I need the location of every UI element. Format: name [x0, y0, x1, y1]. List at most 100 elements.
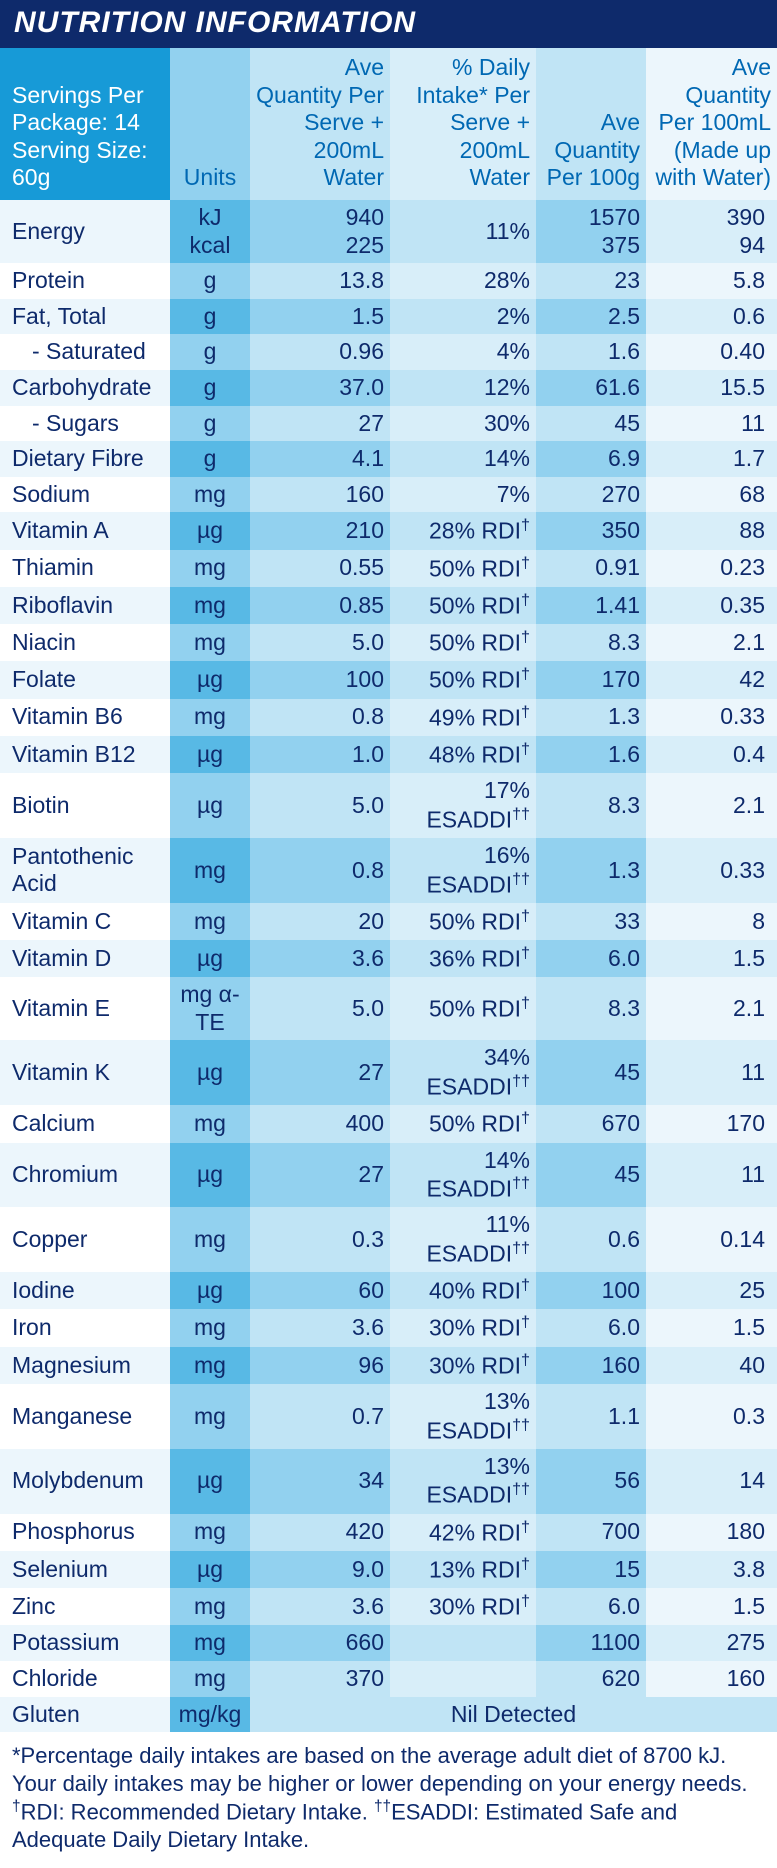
nutrient-name: Vitamin A	[0, 512, 170, 549]
nutrient-name: Chromium	[0, 1143, 170, 1208]
nutrient-unit: g	[170, 406, 250, 442]
table-row: Phosphorusmg42042% RDI†700180	[0, 1514, 777, 1551]
table-row: Carbohydrateg37.012%61.615.5	[0, 370, 777, 406]
per-serve-value: 5.0	[250, 773, 390, 838]
per-serve-value: 160	[250, 477, 390, 513]
nutrient-name: Iodine	[0, 1272, 170, 1309]
per-100ml-value: 8	[646, 903, 777, 940]
per-100ml-value: 11	[646, 406, 777, 442]
nutrient-name: Thiamin	[0, 550, 170, 587]
per-100ml-value: 0.14	[646, 1207, 777, 1272]
per-100g-value: 6.0	[536, 1588, 646, 1625]
daily-intake-value: 13% RDI†	[390, 1551, 536, 1588]
daily-intake-value: 17% ESADDI††	[390, 773, 536, 838]
per-100ml-value: 1.5	[646, 1588, 777, 1625]
table-row: Proteing13.828%235.8	[0, 263, 777, 299]
per-100ml-value: 170	[646, 1105, 777, 1142]
per-serve-value: 3.6	[250, 1309, 390, 1346]
table-row: Ironmg3.630% RDI†6.01.5	[0, 1309, 777, 1346]
table-row: - Saturatedg0.964%1.60.40	[0, 334, 777, 370]
nutrient-name: Copper	[0, 1207, 170, 1272]
per-100ml-value: 0.4	[646, 736, 777, 773]
per-serve-value: 0.7	[250, 1384, 390, 1449]
table-row: Glutenmg/kgNil Detected	[0, 1697, 777, 1733]
daily-intake-value: 2%	[390, 299, 536, 335]
nutrient-name: Biotin	[0, 773, 170, 838]
nutrient-unit: µg	[170, 1449, 250, 1514]
nutrition-panel: NUTRITION INFORMATION Servings Per Packa…	[0, 0, 777, 1868]
nutrient-unit: mg	[170, 1384, 250, 1449]
per-100ml-value: 14	[646, 1449, 777, 1514]
per-serve-value: 400	[250, 1105, 390, 1142]
nutrient-name: Molybdenum	[0, 1449, 170, 1514]
daily-intake-value: 40% RDI†	[390, 1272, 536, 1309]
nutrient-unit: kJkcal	[170, 200, 250, 263]
nutrient-name: Calcium	[0, 1105, 170, 1142]
nutrient-unit: mg	[170, 1309, 250, 1346]
per-100ml-value: 0.35	[646, 587, 777, 624]
table-body: EnergykJkcal94022511%157037539094Protein…	[0, 200, 777, 1732]
per-100g-value: 100	[536, 1272, 646, 1309]
per-serve-value: 27	[250, 1143, 390, 1208]
per-serve-value: 370	[250, 1661, 390, 1697]
per-100g-value: 0.6	[536, 1207, 646, 1272]
table-row: Vitamin Emg α-TE5.050% RDI†8.32.1	[0, 977, 777, 1040]
nutrient-name: - Saturated	[0, 334, 170, 370]
header-per-100g: Ave Quantity Per 100g	[536, 48, 646, 200]
daily-intake-value: 28% RDI†	[390, 512, 536, 549]
per-100ml-value: 5.8	[646, 263, 777, 299]
serving-size: Serving Size: 60g	[12, 137, 148, 191]
daily-intake-value: 28%	[390, 263, 536, 299]
daily-intake-value: 4%	[390, 334, 536, 370]
per-100ml-value: 0.6	[646, 299, 777, 335]
nutrient-unit: mg	[170, 587, 250, 624]
per-serve-value: 4.1	[250, 441, 390, 477]
per-100g-value: 6.9	[536, 441, 646, 477]
per-serve-value: 100	[250, 661, 390, 698]
per-100g-value: 2.5	[536, 299, 646, 335]
per-100g-value: 33	[536, 903, 646, 940]
nutrient-name: Vitamin K	[0, 1040, 170, 1105]
table-row: Vitamin Cmg2050% RDI†338	[0, 903, 777, 940]
per-serve-value: 5.0	[250, 624, 390, 661]
nutrient-unit: mg	[170, 477, 250, 513]
per-serve-value: 940225	[250, 200, 390, 263]
nutrient-unit: mg	[170, 1207, 250, 1272]
nutrient-unit: mg	[170, 1625, 250, 1661]
per-serve-value: 0.3	[250, 1207, 390, 1272]
per-100ml-value: 42	[646, 661, 777, 698]
per-serve-value: 9.0	[250, 1551, 390, 1588]
per-100ml-value: 1.5	[646, 940, 777, 977]
header-units: Units	[170, 48, 250, 200]
per-serve-value: 1.5	[250, 299, 390, 335]
table-row: Vitamin B12µg1.048% RDI†1.60.4	[0, 736, 777, 773]
per-serve-value: 660	[250, 1625, 390, 1661]
nutrient-unit: µg	[170, 661, 250, 698]
nutrient-name: Sodium	[0, 477, 170, 513]
daily-intake-value: 14% ESADDI††	[390, 1143, 536, 1208]
per-100g-value: 700	[536, 1514, 646, 1551]
per-100g-value: 8.3	[536, 977, 646, 1040]
nutrient-unit: g	[170, 370, 250, 406]
nutrient-unit: mg	[170, 550, 250, 587]
nutrient-name: Folate	[0, 661, 170, 698]
footnotes: *Percentage daily intakes are based on t…	[0, 1732, 777, 1867]
table-row: Vitamin B6mg0.849% RDI†1.30.33	[0, 699, 777, 736]
nutrient-unit: mg/kg	[170, 1697, 250, 1733]
per-serve-value: 420	[250, 1514, 390, 1551]
nutrient-name: Vitamin B12	[0, 736, 170, 773]
nutrient-unit: µg	[170, 773, 250, 838]
nutrient-unit: mg	[170, 699, 250, 736]
nutrient-name: Manganese	[0, 1384, 170, 1449]
per-100g-value: 56	[536, 1449, 646, 1514]
daily-intake-value: 50% RDI†	[390, 903, 536, 940]
table-row: Molybdenumµg3413% ESADDI††5614	[0, 1449, 777, 1514]
per-100ml-value: 40	[646, 1347, 777, 1384]
daily-intake-value	[390, 1625, 536, 1661]
nutrient-name: Vitamin B6	[0, 699, 170, 736]
nutrient-unit: µg	[170, 1040, 250, 1105]
daily-intake-value	[390, 1661, 536, 1697]
table-row: Vitamin Kµg2734% ESADDI††4511	[0, 1040, 777, 1105]
per-100g-value: 350	[536, 512, 646, 549]
servings-cell: Servings Per Package: 14 Serving Size: 6…	[0, 48, 170, 200]
